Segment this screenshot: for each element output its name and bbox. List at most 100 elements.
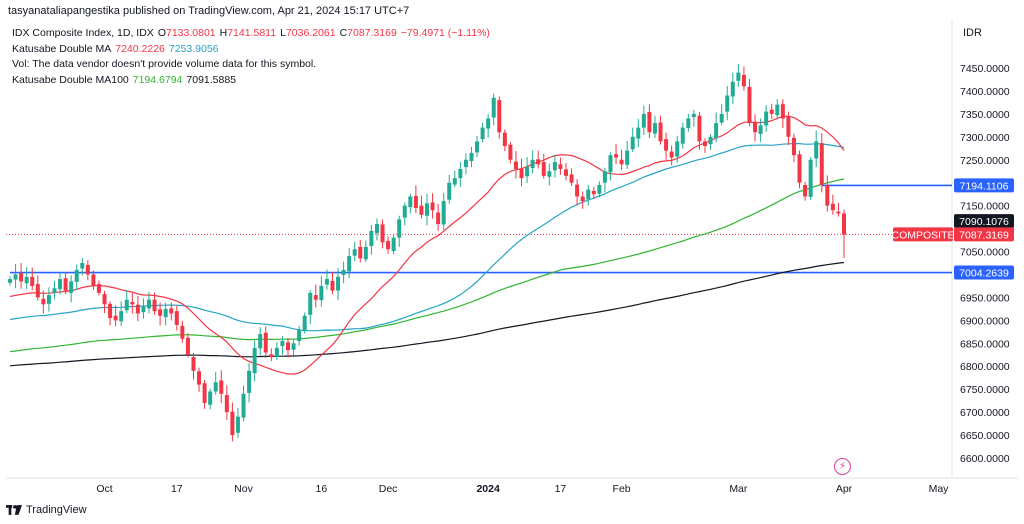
candle: [669, 145, 674, 166]
candle-body: [347, 256, 352, 272]
candle-body: [174, 311, 179, 325]
legend-volume-row[interactable]: Vol: The data vendor doesn't provide vol…: [12, 57, 490, 73]
price-axis[interactable]: 6600.0000 6650.0000 6700.0000 6750.0000 6800…: [960, 63, 1010, 465]
change-value: −79.4971 (−1.11%): [400, 27, 490, 39]
lightning-bolt-icon[interactable]: ⚡: [834, 458, 851, 475]
candle: [280, 335, 285, 355]
candle: [24, 267, 29, 290]
candle-body: [797, 154, 802, 183]
candle-body: [180, 325, 185, 339]
y-tick-label: 7300.0000: [960, 132, 1010, 144]
candle: [541, 153, 546, 179]
candle: [747, 79, 752, 127]
candle: [141, 298, 146, 319]
y-tick-label: 6750.0000: [960, 384, 1010, 396]
tradingview-footer[interactable]: TradingView: [6, 504, 87, 516]
candle-body: [46, 295, 51, 304]
legend-ma2-row[interactable]: Katusabe Double MA100 7194.6794 7091.588…: [12, 73, 490, 89]
candle-body: [575, 184, 580, 197]
candle: [41, 290, 46, 314]
candle-body: [108, 303, 113, 319]
candle-body: [486, 118, 491, 129]
legend-symbol-row[interactable]: IDX Composite Index, 1D, IDX O7133.0801 …: [12, 26, 490, 42]
candle: [463, 153, 468, 175]
candle-body: [274, 347, 279, 358]
candle-body: [580, 196, 585, 202]
candle: [652, 115, 657, 139]
candle-body: [830, 203, 835, 211]
y-tick-label: 7250.0000: [960, 155, 1010, 167]
candle: [753, 114, 758, 142]
candle-body: [647, 112, 652, 133]
time-axis[interactable]: Oct 17 Nov 16 Dec 2024 17 Feb Mar Apr May: [96, 483, 949, 495]
candle: [586, 185, 591, 206]
candle: [697, 112, 702, 150]
x-tick-label: 17: [171, 483, 183, 495]
candle: [447, 174, 452, 204]
candle-body: [641, 113, 646, 128]
candle: [230, 402, 235, 442]
candle: [602, 168, 607, 193]
candle-body: [269, 354, 274, 358]
candle-body: [625, 150, 630, 165]
candle: [664, 132, 669, 160]
candle: [302, 312, 307, 334]
candle-body: [519, 168, 524, 179]
price-labels: 7194.1106 7090.1076 COMPOSITE 7087.3169 7004…: [891, 178, 1014, 280]
candle-body: [525, 166, 530, 177]
candle: [591, 186, 596, 200]
candle: [336, 268, 341, 301]
candle-body: [324, 279, 329, 285]
chart-legend: IDX Composite Index, 1D, IDX O7133.0801 …: [12, 26, 490, 88]
candle-body: [842, 213, 846, 235]
candle: [69, 275, 74, 303]
currency-label[interactable]: IDR: [963, 27, 982, 39]
price-tag-text: 7090.1076: [959, 216, 1009, 228]
candle-body: [619, 159, 624, 165]
candle-body: [703, 141, 707, 146]
candle-body: [19, 273, 24, 282]
legend-ma1-row[interactable]: Katusabe Double MA 7240.2226 7253.9056: [12, 42, 490, 58]
candle: [347, 248, 352, 279]
candle: [508, 141, 513, 164]
candle: [641, 105, 646, 135]
candle: [497, 96, 502, 139]
candle-body: [636, 127, 641, 139]
candle-body: [185, 337, 190, 355]
x-tick-label: 16: [316, 483, 328, 495]
candle: [352, 241, 357, 262]
candle: [564, 162, 568, 181]
candle: [580, 191, 585, 209]
candle: [502, 129, 507, 152]
candle-body: [13, 274, 18, 280]
horizontal-lines[interactable]: [6, 184, 952, 274]
candle: [758, 118, 763, 142]
candle-body: [391, 237, 396, 252]
candle: [458, 162, 463, 187]
candle: [536, 150, 541, 169]
candle: [552, 154, 557, 178]
candle: [402, 202, 407, 226]
candle: [714, 112, 719, 143]
candle-body: [686, 118, 691, 129]
price-tag-hline: 7194.1106: [954, 178, 1014, 193]
candle-body: [658, 122, 663, 142]
candle: [58, 272, 63, 295]
publisher-line: tasyanataliapangestika published on Trad…: [8, 5, 410, 17]
price-tag-bg: [954, 178, 1014, 193]
candle: [397, 215, 402, 247]
symbol-name: IDX Composite Index, 1D, IDX: [12, 27, 154, 39]
candle: [330, 271, 335, 295]
candle-body: [814, 141, 819, 159]
candle: [513, 151, 518, 179]
candle-body: [380, 224, 385, 243]
candle: [686, 113, 691, 132]
candle: [619, 149, 624, 170]
candle: [319, 275, 324, 307]
candle: [441, 192, 446, 230]
candle-body: [491, 97, 496, 118]
candle: [247, 363, 252, 403]
price-tag-hline: 7004.2639: [954, 265, 1014, 280]
candle-body: [441, 201, 446, 225]
